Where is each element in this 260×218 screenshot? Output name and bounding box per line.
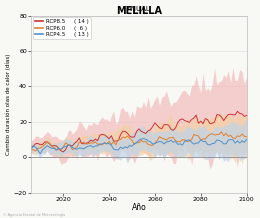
X-axis label: Año: Año — [132, 203, 146, 213]
Text: ANUAL: ANUAL — [127, 6, 151, 12]
Legend: RCP8.5     ( 14 ), RCP6.0     (  6 ), RCP4.5     ( 13 ): RCP8.5 ( 14 ), RCP6.0 ( 6 ), RCP4.5 ( 13… — [33, 17, 90, 39]
Title: MELILLA: MELILLA — [116, 5, 162, 15]
Text: © Agencia Estatal de Meteorología: © Agencia Estatal de Meteorología — [3, 213, 65, 217]
Y-axis label: Cambio duración olas de calor (días): Cambio duración olas de calor (días) — [5, 54, 11, 155]
